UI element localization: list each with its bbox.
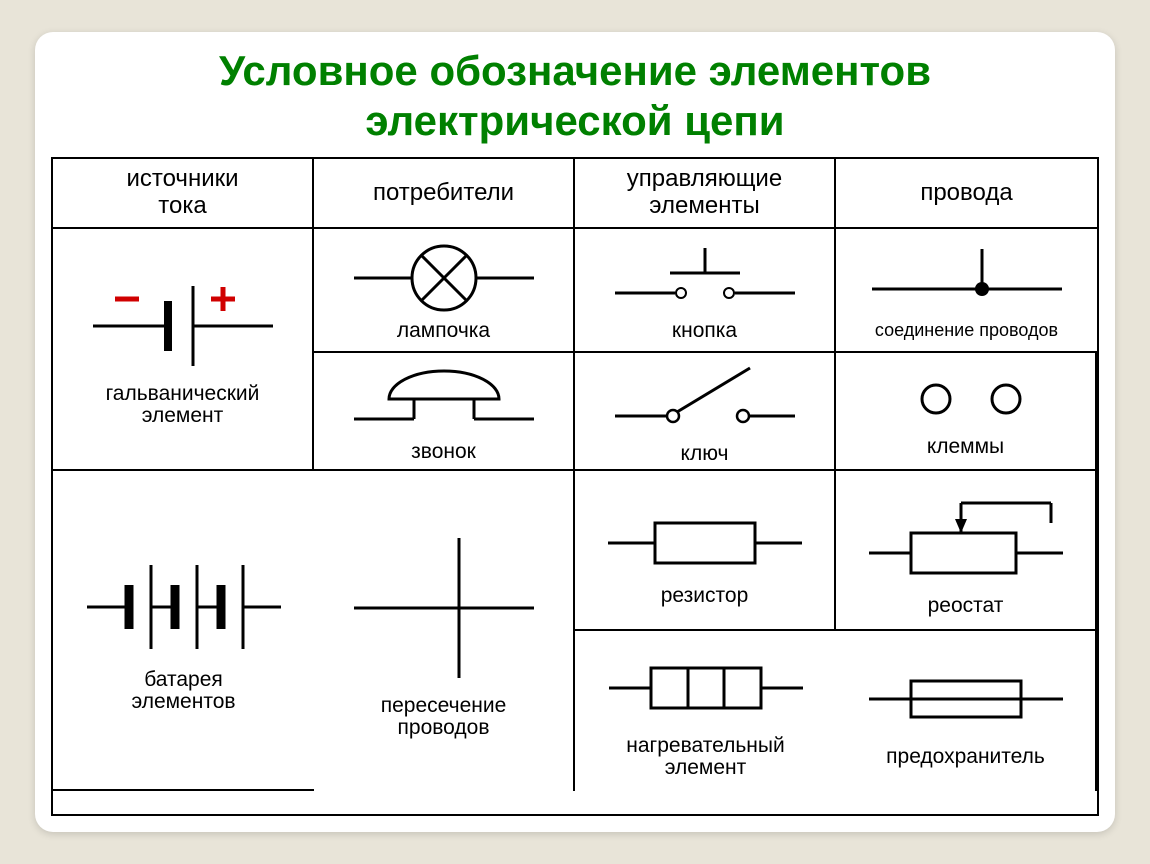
fuse-label: предохранитель xyxy=(886,746,1045,768)
wire-connection-icon xyxy=(862,239,1072,319)
bell-icon xyxy=(344,359,544,439)
title-line-1: Условное обозначение элементов xyxy=(219,47,931,94)
lamp-icon xyxy=(344,238,544,318)
page-title: Условное обозначение элементов электриче… xyxy=(51,46,1099,147)
heater-icon xyxy=(601,643,811,733)
button-label: кнопка xyxy=(672,320,737,342)
battery-label: батарея элементов xyxy=(131,669,235,713)
resistor-icon xyxy=(600,493,810,583)
bell-label: звонок xyxy=(411,441,476,463)
button-icon xyxy=(605,238,805,318)
title-line-2: электрической цепи xyxy=(365,97,784,144)
lamp-label: лампочка xyxy=(397,320,490,342)
wire-connection-label: соединение проводов xyxy=(875,321,1058,340)
terminals-label: клеммы xyxy=(927,436,1004,458)
cell-bell: звонок xyxy=(314,353,575,471)
cell-fuse: предохранитель xyxy=(836,631,1097,791)
battery-icon xyxy=(79,547,289,667)
cell-key: ключ xyxy=(575,353,836,471)
header-wires: провода xyxy=(836,159,1097,229)
fuse-icon xyxy=(861,654,1071,744)
rheostat-label: реостат xyxy=(928,595,1004,617)
key-icon xyxy=(605,356,805,441)
cell-crossing: пересечение проводов xyxy=(314,471,575,791)
header-sources: источники тока xyxy=(53,159,314,229)
symbol-table: источники тока потребители управляющие э… xyxy=(51,157,1099,816)
key-label: ключ xyxy=(681,443,729,465)
header-consumers: потребители xyxy=(314,159,575,229)
crossing-icon xyxy=(339,523,549,693)
heater-label: нагревательный элемент xyxy=(626,735,784,779)
galvanic-label: гальванический элемент xyxy=(106,383,260,427)
card: Условное обозначение элементов электриче… xyxy=(35,32,1115,832)
cell-galvanic: гальванический элемент xyxy=(53,229,314,471)
cell-battery: батарея элементов xyxy=(53,471,314,791)
header-controls: управляющие элементы xyxy=(575,159,836,229)
cell-lamp: лампочка xyxy=(314,229,575,353)
cell-wire-connection: соединение проводов xyxy=(836,229,1097,353)
cell-rheostat: реостат xyxy=(836,471,1097,631)
cell-terminals: клеммы xyxy=(836,353,1097,471)
cell-resistor: резистор xyxy=(575,471,836,631)
rheostat-icon xyxy=(861,483,1071,593)
galvanic-icon xyxy=(83,271,283,381)
terminals-icon xyxy=(866,364,1066,434)
cell-heater: нагревательный элемент xyxy=(575,631,836,791)
crossing-label: пересечение проводов xyxy=(381,695,507,739)
cell-button: кнопка xyxy=(575,229,836,353)
resistor-label: резистор xyxy=(661,585,749,607)
